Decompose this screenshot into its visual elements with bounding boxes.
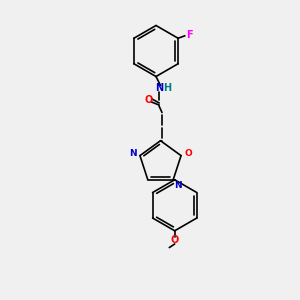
Text: O: O [184, 149, 192, 158]
Text: N: N [129, 149, 136, 158]
Text: F: F [186, 30, 193, 40]
Text: N: N [174, 181, 182, 190]
Text: H: H [163, 83, 171, 93]
Text: O: O [171, 236, 179, 245]
Text: N: N [155, 83, 163, 93]
Text: O: O [144, 95, 153, 105]
